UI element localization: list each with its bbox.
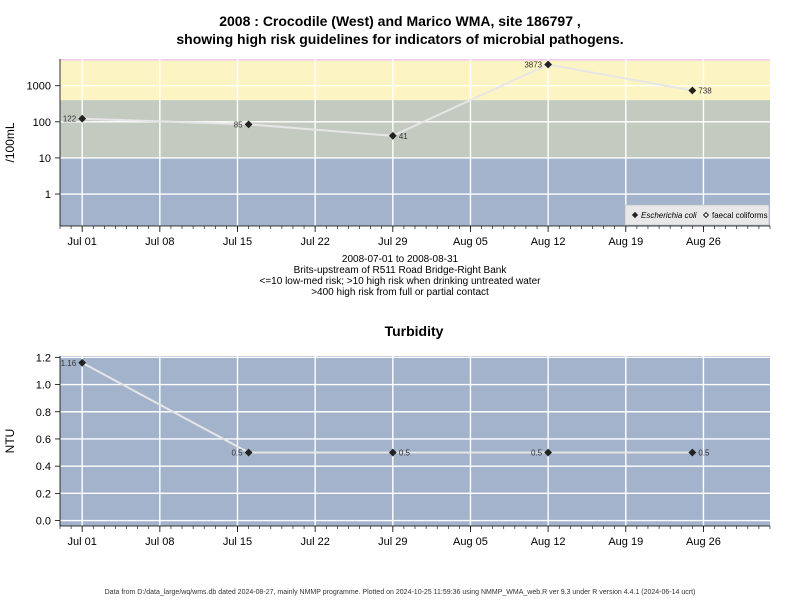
- x-tick-label: Aug 05: [453, 236, 488, 248]
- chart-title-line-1: 2008 : Crocodile (West) and Marico WMA, …: [219, 13, 581, 29]
- x-tick-label: Jul 29: [378, 236, 407, 248]
- guideline-drinking: <=10 low-med risk; >10 high risk when dr…: [259, 276, 541, 287]
- x-tick-label: Jul 22: [300, 236, 329, 248]
- data-label: 738: [698, 86, 712, 95]
- data-point: [78, 358, 87, 367]
- x-tick-label: Jul 15: [223, 236, 252, 248]
- chart-panel-2: Jul 01 Jul 08 Jul 15 Jul 22 Jul 29 Aug 05 Aug …: [3, 323, 771, 548]
- risk-band-2: [60, 100, 770, 158]
- data-point: [78, 114, 87, 123]
- risk-band-4: [60, 59, 770, 61]
- chart-title-line-2: showing high risk guidelines for indicat…: [176, 31, 624, 47]
- y-tick-label: 0.4: [36, 461, 51, 473]
- guideline-contact: >400 high risk from full or partial cont…: [311, 287, 489, 298]
- y-tick-label: 0.2: [36, 488, 51, 500]
- y-tick-label: 10: [39, 153, 51, 165]
- data-point: [388, 448, 397, 457]
- legend-marker: [631, 211, 639, 219]
- x-tick-label: Jul 08: [145, 236, 174, 248]
- data-point: [244, 448, 253, 457]
- x-tick-label: Aug 26: [686, 536, 721, 548]
- y-tick-label: 1.2: [36, 352, 51, 364]
- x-tick-label: Aug 12: [531, 536, 566, 548]
- legend-marker: [702, 211, 710, 219]
- panel-title: Turbidity: [385, 323, 444, 339]
- x-tick-label: Aug 26: [686, 236, 721, 248]
- x-tick-label: Jul 29: [378, 536, 407, 548]
- x-tick-label: Jul 01: [68, 536, 97, 548]
- data-label: 0.5: [698, 449, 710, 458]
- x-tick-label: Aug 19: [608, 236, 643, 248]
- x-tick-label: Jul 15: [223, 536, 252, 548]
- data-label: 1.16: [61, 359, 77, 368]
- risk-band-3: [60, 60, 770, 101]
- y-tick-label: 0.0: [36, 516, 51, 528]
- plot-background: [60, 356, 770, 526]
- data-point: [244, 120, 253, 129]
- data-label: 0.5: [531, 449, 543, 458]
- data-point: [688, 448, 697, 457]
- x-tick-label: Aug 05: [453, 536, 488, 548]
- data-label: 0.5: [399, 449, 411, 458]
- x-tick-label: Jul 01: [68, 236, 97, 248]
- y-tick-label: 1: [45, 189, 51, 201]
- data-point: [544, 60, 553, 69]
- date-range: 2008-07-01 to 2008-08-31: [341, 254, 459, 265]
- y-tick-label: 1.0: [36, 380, 51, 392]
- data-point: [388, 131, 397, 140]
- data-label: 3873: [524, 60, 542, 69]
- x-tick-label: Jul 08: [145, 536, 174, 548]
- y-tick-label: 0.6: [36, 434, 51, 446]
- data-point: [688, 86, 697, 95]
- x-tick-label: Jul 22: [300, 536, 329, 548]
- site-name: Brits-upstream of R511 Road Bridge-Right…: [293, 265, 507, 276]
- y-axis-label: NTU: [3, 429, 17, 454]
- x-tick-label: Aug 12: [531, 236, 566, 248]
- y-tick-label: 100: [33, 117, 51, 129]
- legend-label: Escherichia coli: [641, 211, 697, 220]
- legend: Escherichia coli faecal coliforms: [624, 204, 770, 226]
- x-tick-label: Aug 19: [608, 536, 643, 548]
- chart-panel-1: Jul 01 Jul 08 Jul 15 Jul 22 Jul 29 Aug 05 Aug …: [3, 59, 771, 248]
- data-label: 0.5: [231, 449, 243, 458]
- data-label: 122: [63, 115, 77, 124]
- legend-box: [624, 204, 770, 226]
- y-tick-label: 0.8: [36, 407, 51, 419]
- legend-label: faecal coliforms: [712, 211, 768, 220]
- footer-note: Data from D:/data_large/wq/wms.db dated …: [104, 589, 696, 596]
- data-label: 85: [234, 120, 243, 129]
- y-axis-label: /100mL: [3, 122, 17, 162]
- data-point: [544, 448, 553, 457]
- data-label: 41: [399, 132, 408, 141]
- y-tick-label: 1000: [27, 81, 51, 93]
